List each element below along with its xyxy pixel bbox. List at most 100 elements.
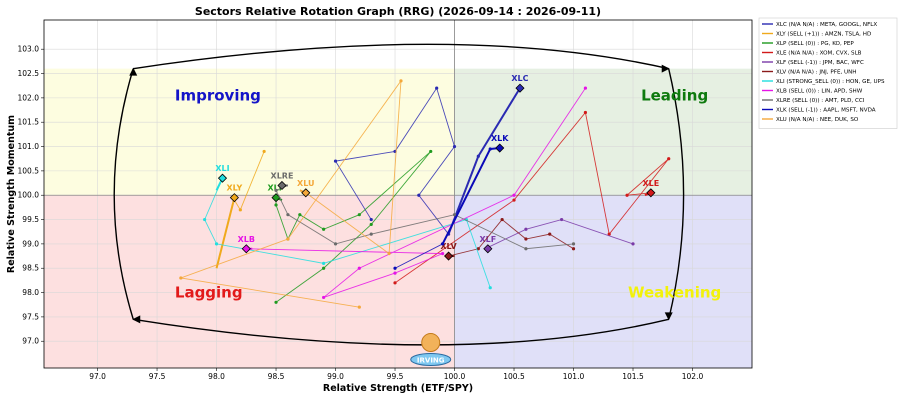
y-tick-label: 99.0 [22,239,39,248]
legend-entry-xlk: XLK (SELL (-1)) : AAPL, MSFT, NVDA [776,108,876,114]
x-tick-label: 102.0 [682,372,704,381]
trail-point-xli [203,217,207,222]
y-tick-label: 102.5 [18,69,40,78]
point-label-xly: XLY [226,184,242,193]
legend-entry-xlp: XLP (SELL (0)) : PG, KO, PEP [776,41,854,47]
x-tick-label: 100.5 [503,372,525,381]
watermark-banner [410,353,452,367]
head-segment-xlk [441,148,492,245]
y-tick-label: 102.0 [18,93,40,102]
legend-entry-xlre: XLRE (SELL (0)) : AMT, PLD, CCI [776,98,865,104]
current-point-xlf [483,244,493,254]
trail-xlp [275,151,432,303]
plot-area: 97.0 97.5 98.0 98.5 99.0 99.5 100.0 100.5 101.0 1… [18,19,753,381]
x-tick-label: 100.0 [444,372,466,381]
legend-entry-xly: XLY (SELL (+1)) : AMZN, TSLA, HD [776,32,871,38]
current-point-xlu [301,188,311,198]
legend-entry-xlu: XLU (N/A N/A) : NEE, DUK, SO [776,117,859,123]
trail-point-xlre [333,242,338,246]
quadrant-label-improving: Improving [175,86,261,104]
trail-point-xlb [322,295,326,300]
y-tick-label: 97.0 [22,337,39,346]
x-tick-label: 101.5 [622,372,644,381]
legend-entry-xlb: XLB (SELL (0)) : LIN, APD, SHW [776,89,863,95]
rotation-arrow-head [661,64,670,73]
trail-point-xlu [399,79,403,83]
trail-point-xlre [286,213,290,217]
point-label-xlp: XLP [267,184,284,193]
quadrant-leading-bg [454,68,752,196]
y-tick-label: 98.5 [22,264,39,273]
trail-xlf [490,219,634,247]
trail-point-xlu [179,276,183,280]
current-point-xli [217,173,228,183]
trail-point-xlc [452,144,457,149]
trail-point-xlu [286,237,290,241]
current-point-xlv [444,251,454,261]
x-tick-label: 101.0 [563,372,585,381]
trail-point-xlv [571,247,576,251]
trail-point-xle [625,193,629,197]
point-label-xlv: XLV [440,242,457,251]
trail-xlre [275,185,574,250]
trail-point-xlk [393,266,397,270]
rotation-arrow-right [668,68,685,320]
rotation-arrow-left [113,68,134,320]
trail-point-xlv [524,237,528,241]
y-tick-label: 100.0 [18,191,40,200]
rotation-arrow-head [664,312,673,321]
quadrant-weakening-bg [454,195,752,368]
head-segment-xlc [477,87,521,157]
y-tick-label: 101.5 [18,118,40,127]
trail-point-xlb [441,252,445,256]
legend-frame [758,17,898,129]
current-point-xly [229,193,239,203]
current-point-xlk [495,143,505,153]
trail-point-xlp [429,149,433,154]
y-tick-label: 103.0 [18,45,40,54]
trail-xlu [179,79,402,308]
trail-point-xlp [369,222,373,227]
trail-point-xlc [435,86,439,90]
legend: XLC (N/A N/A) : META, GOOGL, NFLX XLY (SE… [758,17,898,129]
rotation-arrow-head [132,315,141,324]
quadrant-lagging-bg [44,195,455,368]
x-tick-label: 99.0 [327,372,344,381]
x-tick-label: 98.0 [208,372,225,381]
legend-entry-xlc: XLC (N/A N/A) : META, GOOGL, NFLX [776,22,877,28]
trail-point-xlp [274,203,278,207]
trail-point-xlf [631,242,635,246]
trail-point-xlp [322,227,326,231]
trail-point-xlb [357,266,361,270]
quadrant-improving-bg [44,68,455,196]
trail-xlv [448,218,574,257]
trail-point-xlc [417,193,421,197]
trail-point-xlv [500,217,504,222]
x-tick-label: 99.5 [387,372,404,381]
legend-entry-xlv: XLV (N/A N/A) : JNJ, PFE, UNH [776,70,857,76]
trail-point-xle [512,198,516,202]
rotation-arrow-head [129,67,138,76]
legend-entry-xlf: XLF (SELL (-1)) : JPM, BAC, WFC [776,60,864,66]
chart-title: Sectors Relative Rotation Graph (RRG) (2… [195,5,601,18]
trail-point-xle [607,232,611,236]
point-label-xlu: XLU [297,179,314,188]
trail-point-xlu [357,305,361,309]
trail-point-xlu [387,252,391,256]
current-point-xlb [241,244,251,254]
point-label-xli: XLI [215,164,229,173]
trail-point-xlp [322,266,326,270]
point-label-xlk: XLK [491,134,509,143]
trail-point-xlre [274,188,278,192]
trail-point-xle [393,281,397,285]
trail-point-xlf [560,217,564,222]
y-tick-label: 101.0 [18,142,40,151]
x-tick-label: 98.5 [268,372,285,381]
trail-point-xlb [393,271,397,275]
head-segment-xly [215,202,235,269]
x-tick-label: 97.0 [89,372,106,381]
legend-entry-xli: XLI (STRONG_SELL (0)) : HON, GE, UPS [776,79,885,85]
trail-point-xly [262,149,266,154]
trail-point-xli [488,286,492,290]
quadrant-label-leading: Leading [641,86,708,104]
